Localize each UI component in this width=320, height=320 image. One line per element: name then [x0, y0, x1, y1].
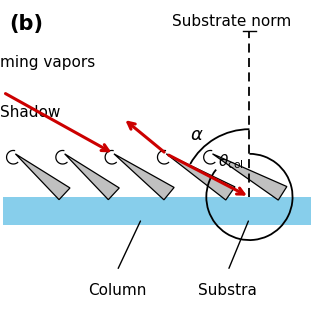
Text: Column: Column: [88, 283, 146, 298]
Bar: [3, 197, 311, 225]
Text: Substra: Substra: [198, 283, 257, 298]
Text: $\alpha$: $\alpha$: [190, 126, 204, 144]
Text: Shadow: Shadow: [0, 105, 60, 120]
Text: (b): (b): [9, 14, 43, 34]
Text: Substrate norm: Substrate norm: [172, 14, 292, 29]
Text: ming vapors: ming vapors: [0, 55, 95, 70]
Polygon shape: [114, 154, 174, 200]
Text: $\theta_{\rm col}$: $\theta_{\rm col}$: [218, 152, 244, 171]
Polygon shape: [166, 154, 235, 200]
Polygon shape: [65, 154, 119, 200]
Polygon shape: [212, 154, 287, 200]
Polygon shape: [15, 154, 70, 200]
